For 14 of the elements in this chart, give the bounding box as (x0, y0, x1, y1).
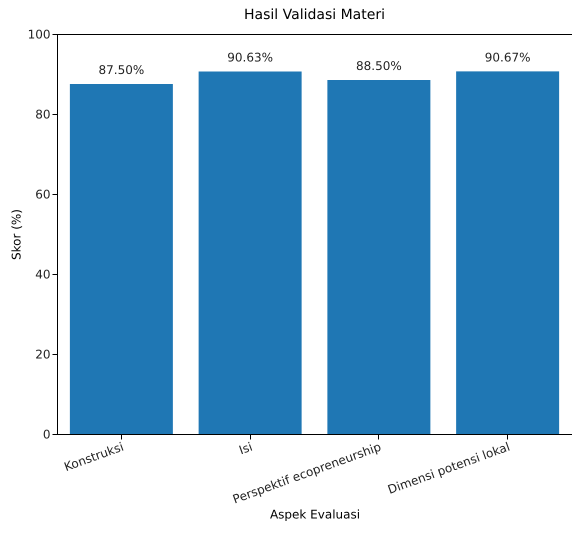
y-axis-title: Skor (%) (10, 209, 24, 260)
x-tick-label: Isi (237, 440, 254, 458)
chart-title: Hasil Validasi Materi (244, 7, 385, 23)
y-tick-label: 100 (28, 28, 50, 42)
data-label: 90.63% (227, 50, 274, 64)
y-tick-label: 80 (35, 108, 50, 122)
y-tick-label: 20 (35, 348, 50, 362)
data-label: 88.50% (356, 59, 402, 73)
y-tick-label: 60 (35, 188, 50, 202)
data-label: 90.67% (484, 50, 531, 64)
data-label: 87.50% (98, 63, 144, 77)
x-axis-title: Aspek Evaluasi (270, 507, 360, 522)
y-tick-label: 0 (42, 428, 50, 442)
y-tick-label: 40 (35, 268, 50, 282)
